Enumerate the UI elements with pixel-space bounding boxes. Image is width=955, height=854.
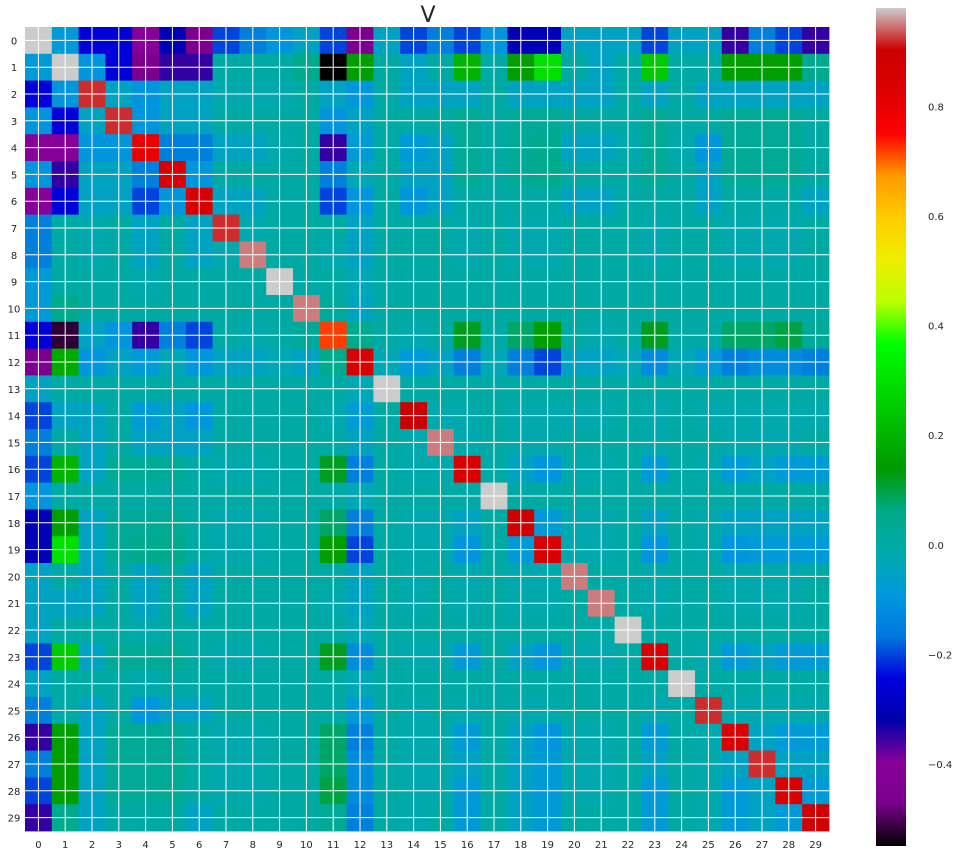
x-tick-label: 12 xyxy=(354,840,367,851)
x-tick-label: 29 xyxy=(809,840,822,851)
colorbar-tick-label: 0.2 xyxy=(928,431,944,442)
y-tick-label: 23 xyxy=(8,653,21,664)
y-tick-label: 12 xyxy=(8,358,21,369)
y-tick-label: 5 xyxy=(11,170,17,181)
x-tick-label: 18 xyxy=(514,840,527,851)
x-tick-label: 0 xyxy=(35,840,41,851)
y-tick-label: 19 xyxy=(8,546,21,557)
x-tick-label: 19 xyxy=(541,840,554,851)
x-tick-label: 23 xyxy=(648,840,661,851)
y-tick-label: 4 xyxy=(11,144,17,155)
colorbar-tick-label: −0.4 xyxy=(928,760,952,771)
y-tick-label: 20 xyxy=(8,572,21,583)
y-tick-label: 13 xyxy=(8,385,21,396)
y-tick-label: 14 xyxy=(8,412,21,423)
y-tick-label: 2 xyxy=(11,90,17,101)
y-tick-label: 25 xyxy=(8,706,21,717)
colorbar: −0.4 −0.2 0.0 0.2 0.4 0.6 0.8 xyxy=(876,8,952,846)
x-tick-label: 3 xyxy=(116,840,122,851)
y-axis-ticks: 0123456789101112131415161718192021222324… xyxy=(8,36,21,824)
chart-title: V xyxy=(420,3,435,28)
x-tick-label: 4 xyxy=(142,840,148,851)
colorbar-tick-label: −0.2 xyxy=(928,650,952,661)
x-tick-label: 22 xyxy=(622,840,635,851)
x-tick-label: 9 xyxy=(276,840,282,851)
y-tick-label: 10 xyxy=(8,304,21,315)
x-axis-ticks: 0 1 2 3 4 5 6 7 8 9 10 11 12 13 14 15 16 17 18 19 20 21 22 23 24… xyxy=(35,840,822,851)
y-tick-label: 9 xyxy=(11,278,17,289)
y-tick-label: 0 xyxy=(11,36,17,47)
y-tick-label: 29 xyxy=(8,814,21,825)
y-tick-label: 18 xyxy=(8,519,21,530)
x-tick-label: 25 xyxy=(702,840,715,851)
heatmap-grid xyxy=(25,27,829,831)
y-tick-label: 28 xyxy=(8,787,21,798)
x-tick-label: 13 xyxy=(380,840,393,851)
x-tick-label: 1 xyxy=(62,840,68,851)
x-tick-label: 11 xyxy=(327,840,340,851)
y-tick-label: 22 xyxy=(8,626,21,637)
x-tick-label: 21 xyxy=(595,840,608,851)
y-tick-label: 21 xyxy=(8,599,21,610)
y-tick-label: 27 xyxy=(8,760,21,771)
y-tick-label: 24 xyxy=(8,680,21,691)
colorbar-ticks: −0.4 −0.2 0.0 0.2 0.4 0.6 0.8 xyxy=(928,103,952,771)
y-tick-label: 16 xyxy=(8,465,21,476)
x-tick-label: 10 xyxy=(300,840,313,851)
x-tick-label: 6 xyxy=(196,840,202,851)
colorbar-tick-label: 0.0 xyxy=(928,541,944,552)
y-tick-label: 7 xyxy=(11,224,17,235)
x-tick-label: 20 xyxy=(568,840,581,851)
colorbar-tick-label: 0.4 xyxy=(928,322,944,333)
y-tick-label: 8 xyxy=(11,251,17,262)
x-tick-label: 24 xyxy=(675,840,688,851)
x-tick-label: 14 xyxy=(407,840,420,851)
x-tick-label: 5 xyxy=(169,840,175,851)
x-tick-label: 8 xyxy=(250,840,256,851)
x-tick-label: 26 xyxy=(729,840,742,851)
x-tick-label: 17 xyxy=(488,840,501,851)
y-tick-label: 11 xyxy=(8,331,21,342)
x-tick-label: 7 xyxy=(223,840,229,851)
x-tick-label: 15 xyxy=(434,840,447,851)
x-tick-label: 27 xyxy=(756,840,769,851)
x-tick-label: 16 xyxy=(461,840,474,851)
colorbar-tick-label: 0.8 xyxy=(928,103,944,114)
y-tick-label: 17 xyxy=(8,492,21,503)
colorbar-tick-label: 0.6 xyxy=(928,212,944,223)
x-tick-label: 28 xyxy=(782,840,795,851)
y-tick-label: 3 xyxy=(11,117,17,128)
colorbar-gradient xyxy=(876,8,906,846)
y-tick-label: 26 xyxy=(8,733,21,744)
y-tick-label: 15 xyxy=(8,438,21,449)
y-tick-label: 6 xyxy=(11,197,17,208)
y-tick-label: 1 xyxy=(11,63,17,74)
x-tick-label: 2 xyxy=(89,840,95,851)
